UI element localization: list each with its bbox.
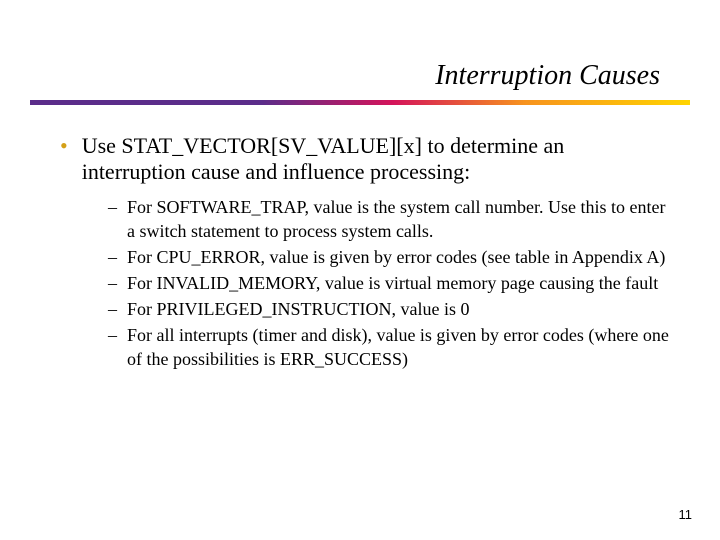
dash-icon: – — [108, 271, 117, 295]
sub-bullet-text: For SOFTWARE_TRAP, value is the system c… — [127, 195, 670, 243]
page-number: 11 — [679, 507, 693, 522]
dash-icon: – — [108, 195, 117, 219]
content-area: • Use STAT_VECTOR[SV_VALUE][x] to determ… — [0, 105, 720, 371]
sub-bullet-text: For PRIVILEGED_INSTRUCTION, value is 0 — [127, 297, 469, 321]
sub-bullet-text: For all interrupts (timer and disk), val… — [127, 323, 670, 371]
main-bullet: • Use STAT_VECTOR[SV_VALUE][x] to determ… — [60, 133, 670, 185]
bullet-dot-icon: • — [60, 133, 68, 159]
dash-icon: – — [108, 297, 117, 321]
sub-bullet-item: – For CPU_ERROR, value is given by error… — [108, 245, 670, 269]
dash-icon: – — [108, 323, 117, 347]
sub-bullet-item: – For INVALID_MEMORY, value is virtual m… — [108, 271, 670, 295]
sub-bullet-item: – For all interrupts (timer and disk), v… — [108, 323, 670, 371]
sub-bullet-text: For CPU_ERROR, value is given by error c… — [127, 245, 665, 269]
sub-bullet-item: – For SOFTWARE_TRAP, value is the system… — [108, 195, 670, 243]
dash-icon: – — [108, 245, 117, 269]
slide-title: Interruption Causes — [0, 0, 720, 100]
main-bullet-text: Use STAT_VECTOR[SV_VALUE][x] to determin… — [82, 133, 670, 185]
sub-bullet-item: – For PRIVILEGED_INSTRUCTION, value is 0 — [108, 297, 670, 321]
sub-bullet-list: – For SOFTWARE_TRAP, value is the system… — [60, 195, 670, 371]
sub-bullet-text: For INVALID_MEMORY, value is virtual mem… — [127, 271, 658, 295]
